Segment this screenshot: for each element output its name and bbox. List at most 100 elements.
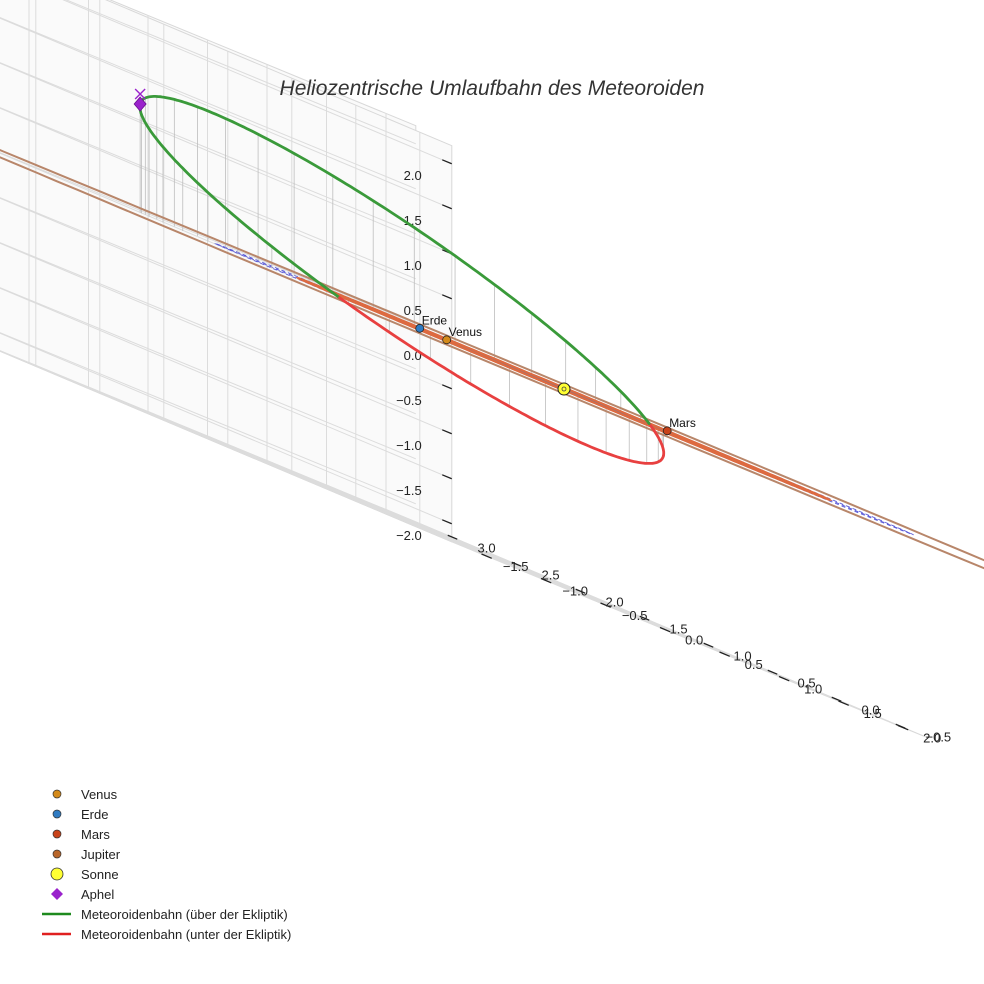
grid-line-z bbox=[0, 62, 452, 255]
y-tick-mark bbox=[447, 534, 458, 540]
y-tick-mark bbox=[767, 669, 778, 675]
sun-core bbox=[561, 386, 567, 392]
x-tick-label: 0.5 bbox=[745, 657, 763, 672]
grid-line-y bbox=[419, 132, 896, 725]
z-tick-mark bbox=[441, 519, 452, 525]
x-tick-mark bbox=[838, 700, 849, 706]
z-tick-label: −1.0 bbox=[396, 438, 422, 453]
z-tick-mark bbox=[441, 384, 452, 390]
planet-erde bbox=[415, 323, 425, 333]
legend-label: Meteoroidenbahn (unter der Ekliptik) bbox=[81, 927, 291, 942]
x-tick-mark bbox=[659, 626, 671, 633]
legend-label: Jupiter bbox=[81, 847, 121, 862]
legend-item: Meteoroidenbahn (unter der Ekliptik) bbox=[42, 927, 291, 942]
y-tick-mark bbox=[639, 615, 650, 621]
grid-line-y bbox=[227, 51, 704, 644]
grid-line-z bbox=[0, 287, 452, 480]
orbit-jupiter bbox=[0, 149, 984, 570]
legend-marker-circle bbox=[52, 829, 62, 839]
z-tick-label: −2.0 bbox=[396, 528, 422, 543]
y-tick-label: 1.0 bbox=[734, 649, 752, 664]
legend-item: Jupiter bbox=[52, 847, 121, 862]
y-tick-label: 0.0 bbox=[862, 703, 880, 718]
y-tick-label: 0.5 bbox=[798, 676, 816, 691]
meteoroid-path-below bbox=[338, 296, 665, 465]
y-tick-mark bbox=[511, 561, 522, 567]
planet-venus bbox=[442, 335, 452, 345]
z-tick-label: 0.5 bbox=[404, 303, 422, 318]
legend-label: Erde bbox=[81, 807, 108, 822]
grid-line-y bbox=[0, 350, 448, 536]
z-tick-mark bbox=[441, 159, 452, 165]
x-tick-mark bbox=[540, 577, 552, 584]
meteoroid-path-above bbox=[138, 95, 651, 425]
z-tick-label: −1.5 bbox=[396, 483, 422, 498]
legend-item: Erde bbox=[52, 807, 108, 822]
grid-line-z bbox=[0, 242, 452, 435]
legend-item: Sonne bbox=[50, 867, 119, 882]
legend-marker-circle bbox=[52, 789, 62, 799]
legend-marker-sun bbox=[50, 867, 64, 881]
meteoroid-orbit bbox=[138, 95, 666, 465]
z-tick-label: 1.0 bbox=[404, 258, 422, 273]
x-tick-label: 1.0 bbox=[804, 681, 822, 696]
legend-item: Mars bbox=[52, 827, 110, 842]
y-tick-mark bbox=[703, 642, 714, 648]
grid-line-z bbox=[0, 197, 452, 390]
z-tick-label: 0.0 bbox=[404, 348, 422, 363]
aphel-marker bbox=[133, 96, 147, 112]
legend-label: Venus bbox=[81, 787, 118, 802]
y-tick-mark bbox=[575, 588, 586, 594]
x-tick-mark bbox=[778, 675, 790, 682]
planet-label-erde: Erde bbox=[422, 313, 448, 327]
orbit-mars bbox=[295, 277, 833, 501]
grid-line-y bbox=[99, 0, 576, 590]
legend-label: Sonne bbox=[81, 867, 119, 882]
y-tick-label: 2.0 bbox=[606, 595, 624, 610]
meteoroid-path-below bbox=[647, 422, 666, 458]
legend-label: Mars bbox=[81, 827, 110, 842]
planet-label-venus: Venus bbox=[449, 325, 482, 339]
legend-marker-circle bbox=[52, 849, 62, 859]
chart-title: Heliozentrische Umlaufbahn des Meteoroid… bbox=[280, 77, 705, 100]
y-tick-mark bbox=[831, 696, 842, 702]
legend-label: Meteoroidenbahn (über der Ekliptik) bbox=[81, 907, 288, 922]
legend-item: Aphel bbox=[51, 887, 114, 902]
y-tick-mark bbox=[895, 723, 906, 729]
grid-line-y bbox=[291, 78, 768, 671]
legend: Venus Erde Mars Jupiter Sonne Aphel Meteoroide… bbox=[42, 787, 291, 942]
x-tick-mark bbox=[481, 553, 492, 559]
z-tick-mark bbox=[441, 429, 452, 435]
grid-lines bbox=[0, 0, 899, 726]
grid-line-y bbox=[35, 0, 512, 563]
x-tick-label: −1.0 bbox=[562, 583, 588, 598]
y-tick-label: 1.5 bbox=[670, 622, 688, 637]
tick-labels: −1.5−1.0−0.50.00.51.01.52.0−0.50.00.51.0… bbox=[396, 159, 951, 745]
x-tick-mark bbox=[600, 602, 611, 608]
z-tick-label: −0.5 bbox=[396, 393, 422, 408]
planet-label-mars: Mars bbox=[669, 416, 696, 430]
x-tick-mark bbox=[719, 651, 730, 657]
x-tick-label: 1.5 bbox=[864, 706, 882, 721]
y-tick-label: 3.0 bbox=[478, 541, 496, 556]
sun-marker bbox=[557, 382, 571, 396]
legend-item: Venus bbox=[52, 787, 118, 802]
x-tick-label: −1.5 bbox=[503, 559, 529, 574]
grid-line-z bbox=[62, 0, 452, 165]
x-tick-label: 0.0 bbox=[685, 632, 703, 647]
x-tick-label: 2.0 bbox=[923, 730, 941, 745]
y-tick-label: 2.5 bbox=[542, 568, 560, 583]
legend-marker-circle bbox=[52, 809, 62, 819]
aphel-cross-marker bbox=[134, 88, 146, 100]
grid-line-z bbox=[0, 332, 452, 525]
legend-item: Meteoroidenbahn (über der Ekliptik) bbox=[42, 907, 288, 922]
grid-line-y bbox=[355, 105, 832, 698]
z-tick-mark bbox=[441, 204, 452, 210]
z-tick-label: 2.0 bbox=[404, 168, 422, 183]
z-tick-mark bbox=[441, 474, 452, 480]
x-tick-label: −0.5 bbox=[622, 608, 648, 623]
grid-line-z bbox=[0, 107, 452, 300]
planet-mars bbox=[662, 426, 672, 436]
legend-marker-diamond bbox=[51, 888, 63, 900]
